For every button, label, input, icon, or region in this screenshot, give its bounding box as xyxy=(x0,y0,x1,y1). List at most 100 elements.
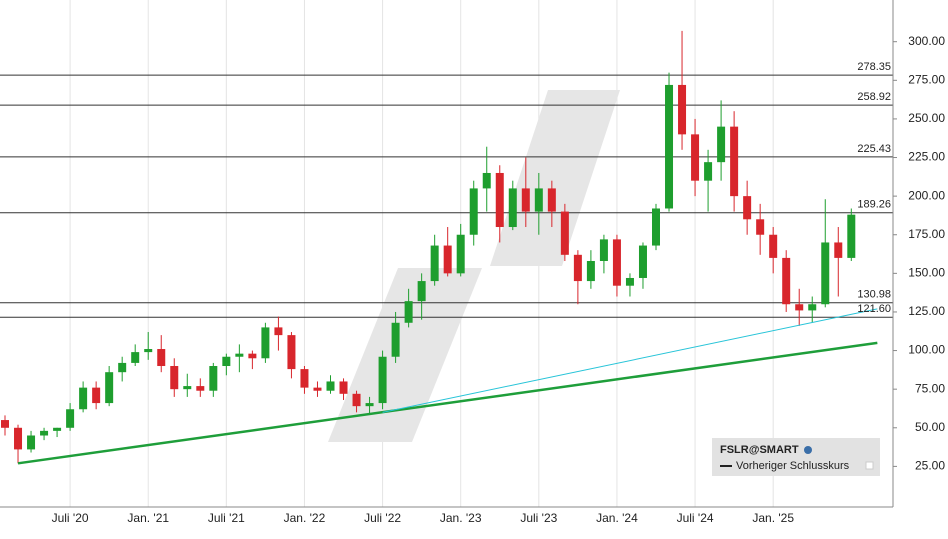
y-tick-label: 150.00 xyxy=(908,266,945,280)
candle-body xyxy=(495,172,504,228)
candle-body xyxy=(808,304,817,311)
price-level-label: 189.26 xyxy=(857,199,891,211)
candle-body xyxy=(678,84,687,135)
arrow-shape xyxy=(490,90,620,266)
candle-body xyxy=(27,435,36,450)
price-level-label: 225.43 xyxy=(857,143,891,155)
candle-body xyxy=(235,353,244,357)
candle-body xyxy=(222,356,231,367)
x-tick-label: Juli '21 xyxy=(208,511,245,525)
candle-body xyxy=(248,353,257,359)
arrow-shape xyxy=(328,268,482,442)
price-level-label: 278.35 xyxy=(857,61,891,73)
y-tick-label: 250.00 xyxy=(908,111,945,125)
candle-body xyxy=(391,322,400,357)
y-tick-label: 50.00 xyxy=(915,420,945,434)
candle-body xyxy=(313,387,322,391)
candle-body xyxy=(118,362,127,373)
candle-body xyxy=(326,381,335,391)
y-tick-label: 300.00 xyxy=(908,34,945,48)
x-tick-label: Juli '23 xyxy=(520,511,557,525)
x-tick-label: Jan. '22 xyxy=(284,511,326,525)
candle-body xyxy=(157,349,166,367)
candle-body xyxy=(638,245,647,278)
x-tick-label: Jan. '24 xyxy=(596,511,638,525)
candle-body xyxy=(769,234,778,258)
candle-body xyxy=(691,134,700,181)
candle-body xyxy=(717,126,726,163)
candle-body xyxy=(586,260,595,282)
candle-body xyxy=(365,403,374,407)
x-tick-label: Jan. '21 xyxy=(127,511,169,525)
x-tick-label: Jan. '25 xyxy=(752,511,794,525)
candle-body xyxy=(743,196,752,220)
candle-body xyxy=(573,254,582,282)
legend xyxy=(712,438,880,476)
candle-body xyxy=(339,381,348,394)
candle-body xyxy=(131,352,140,363)
candle-body xyxy=(756,219,765,235)
y-tick-label: 25.00 xyxy=(915,459,945,473)
candle-body xyxy=(66,409,75,428)
candle-body xyxy=(652,208,660,246)
candle-body xyxy=(79,387,88,410)
candle-body xyxy=(183,386,192,390)
candle-body xyxy=(665,84,674,209)
candle-body xyxy=(469,188,478,235)
x-tick-label: Juli '22 xyxy=(364,511,401,525)
candle-body xyxy=(300,369,309,388)
candle-body xyxy=(1,420,9,428)
candle-body xyxy=(53,427,62,431)
legend-entry: Vorheriger Schlusskurs xyxy=(736,460,850,472)
candle-body xyxy=(443,245,452,274)
price-level-label: 258.92 xyxy=(857,91,891,103)
candle-body xyxy=(14,427,23,450)
candle-body xyxy=(612,239,621,286)
x-tick-label: Jan. '23 xyxy=(440,511,482,525)
candle-body xyxy=(196,386,205,391)
candle-body xyxy=(599,239,608,261)
y-tick-label: 125.00 xyxy=(908,304,945,318)
candle-body xyxy=(92,387,101,404)
candle-body xyxy=(625,277,634,286)
candle-body xyxy=(482,172,491,189)
candle-body xyxy=(209,366,218,391)
price-level-label: 121.60 xyxy=(857,303,891,315)
candle-body xyxy=(378,356,387,404)
candle-body xyxy=(795,304,804,311)
candle-body xyxy=(560,211,569,255)
legend-icon xyxy=(804,446,812,454)
candle-body xyxy=(287,335,296,370)
candle-body xyxy=(417,281,426,302)
candle-body xyxy=(782,257,791,305)
marks xyxy=(0,30,893,465)
candle-body xyxy=(352,393,361,407)
candle-body xyxy=(834,242,843,258)
price-level-label: 130.98 xyxy=(857,289,891,301)
y-tick-label: 100.00 xyxy=(908,343,945,357)
candle-body xyxy=(547,188,556,212)
candle-body xyxy=(40,430,49,436)
candle-body xyxy=(404,301,413,323)
candle-body xyxy=(730,126,739,197)
candle-body xyxy=(261,327,270,359)
y-tick-label: 75.00 xyxy=(915,381,945,395)
candle-body xyxy=(521,188,530,212)
candle-body xyxy=(144,349,153,353)
candle-body xyxy=(105,372,114,404)
y-tick-label: 225.00 xyxy=(908,150,945,164)
candle-body xyxy=(170,366,179,390)
x-tick-label: Juli '24 xyxy=(677,511,714,525)
y-tick-label: 175.00 xyxy=(908,227,945,241)
legend-symbol: FSLR@SMART xyxy=(720,444,799,456)
candle-body xyxy=(274,327,283,336)
y-tick-label: 200.00 xyxy=(908,188,945,202)
candle-body xyxy=(534,188,543,212)
y-tick-label: 275.00 xyxy=(908,72,945,86)
trend-line xyxy=(17,341,878,465)
candle-body xyxy=(704,162,713,181)
legend-checkbox[interactable] xyxy=(865,461,874,470)
x-tick-label: Juli '20 xyxy=(52,511,89,525)
candle-body xyxy=(456,234,465,274)
